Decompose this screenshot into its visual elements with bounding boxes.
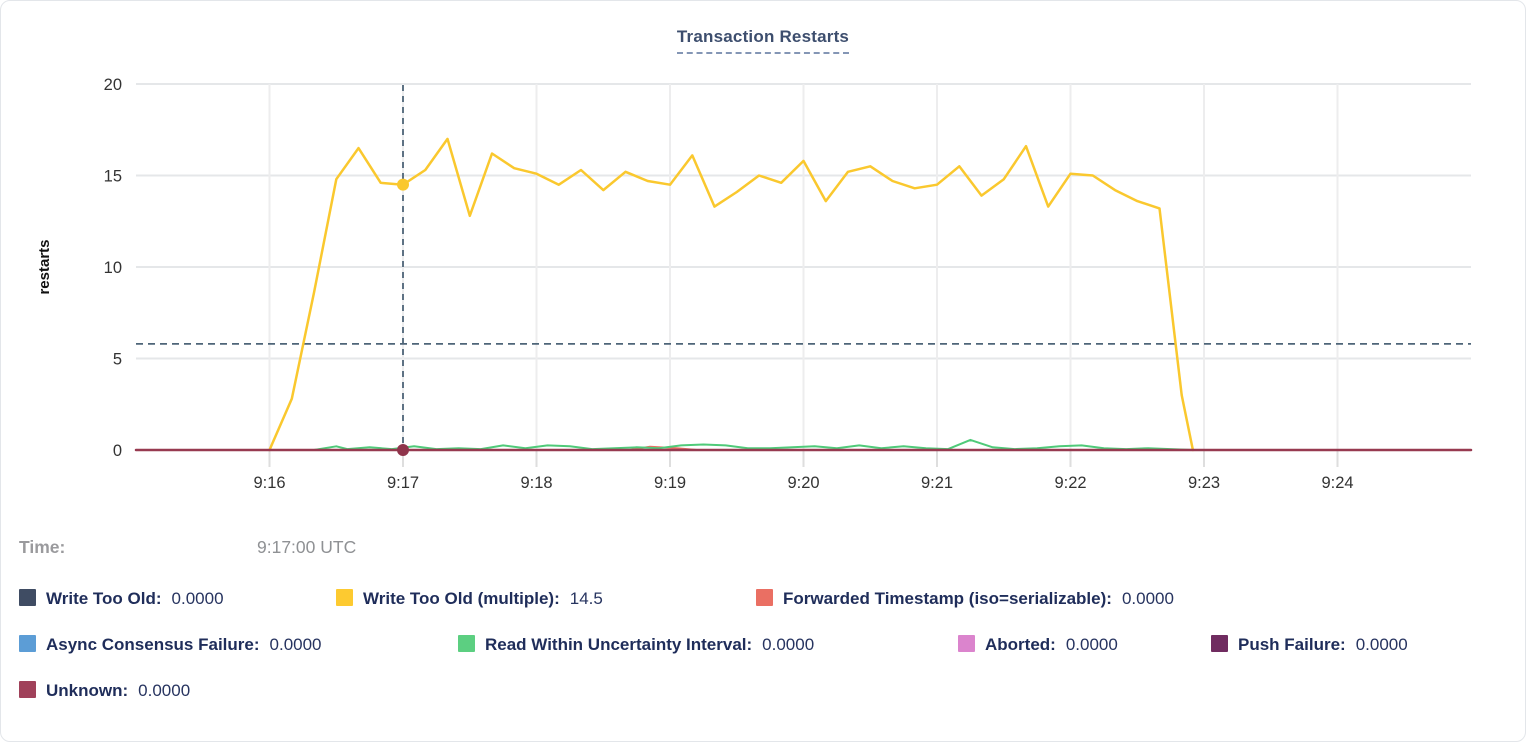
- legend-swatch: [19, 681, 36, 698]
- legend-value: 0.0000: [1355, 635, 1408, 654]
- x-tick-label: 9:24: [1321, 474, 1353, 492]
- chart-svg[interactable]: 0 5 10 15 20 9:16 9:17 9:18 9:19 9:20 9:21 9:22 9:23…: [1, 1, 1526, 526]
- y-tick-label: 15: [104, 168, 122, 186]
- y-tick-label: 20: [104, 76, 122, 94]
- legend-value: 0.0000: [762, 635, 815, 654]
- legend-swatch: [1211, 635, 1228, 652]
- y-tick-label: 0: [113, 442, 122, 460]
- legend-swatch: [19, 589, 36, 606]
- x-tick-label: 9:20: [787, 474, 819, 492]
- legend-swatch: [756, 589, 773, 606]
- tooltip-time-label: Time:: [19, 537, 66, 557]
- x-tick-label: 9:18: [520, 474, 552, 492]
- legend-value: 0.0000: [1065, 635, 1118, 654]
- legend-label: Write Too Old:: [46, 589, 162, 608]
- y-tick-label: 5: [113, 351, 122, 369]
- series-line-read-within-uncertainty-interval: [313, 438, 1194, 451]
- legend-swatch: [19, 635, 36, 652]
- legend-item-write-too-old: Write Too Old: 0.0000: [19, 589, 224, 609]
- legend-label: Read Within Uncertainty Interval:: [485, 635, 753, 654]
- chart-title[interactable]: Transaction Restarts: [676, 27, 850, 54]
- legend-item-async-consensus-failure: Async Consensus Failure: 0.0000: [19, 635, 322, 655]
- legend-label: Async Consensus Failure:: [46, 635, 260, 654]
- x-tick-label: 9:16: [253, 474, 285, 492]
- legend-label: Push Failure:: [1238, 635, 1346, 654]
- y-tick-label: 10: [104, 259, 122, 277]
- legend-value: 0.0000: [138, 681, 191, 700]
- legend-item-forwarded-timestamp-iso-serializable: Forwarded Timestamp (iso=serializable): 0…: [756, 589, 1174, 609]
- legend-swatch: [458, 635, 475, 652]
- legend-value: 0.0000: [1121, 589, 1174, 608]
- hover-marker: [397, 178, 409, 191]
- legend-value: 0.0000: [171, 589, 224, 608]
- legend-label: Write Too Old (multiple):: [363, 589, 560, 608]
- tooltip-time-row: Time: 9:17:00 UTC: [1, 537, 1525, 563]
- legend-label: Unknown:: [46, 681, 129, 700]
- tooltip-time-value: 9:17:00 UTC: [257, 537, 357, 557]
- y-axis-label: restarts: [36, 239, 53, 294]
- x-tick-label: 9:23: [1188, 474, 1220, 492]
- legend-item-write-too-old-multiple: Write Too Old (multiple): 14.5: [336, 589, 603, 609]
- legend-item-push-failure: Push Failure: 0.0000: [1211, 635, 1408, 655]
- x-tick-label: 9:21: [921, 474, 953, 492]
- legend-item-read-within-uncertainty-interval: Read Within Uncertainty Interval: 0.0000: [458, 635, 814, 655]
- series-line-write-too-old-multiple: [268, 137, 1195, 452]
- legend-value: 14.5: [569, 589, 603, 608]
- legend-label: Forwarded Timestamp (iso=serializable):: [783, 589, 1112, 608]
- legend-swatch: [958, 635, 975, 652]
- legend-label: Aborted:: [985, 635, 1056, 654]
- x-tick-label: 9:19: [654, 474, 686, 492]
- hover-marker: [397, 444, 409, 456]
- legend-item-aborted: Aborted: 0.0000: [958, 635, 1118, 655]
- x-tick-label: 9:22: [1054, 474, 1086, 492]
- chart-title-wrap: Transaction Restarts: [1, 27, 1525, 54]
- legend-swatch: [336, 589, 353, 606]
- x-tick-label: 9:17: [387, 474, 419, 492]
- legend-item-unknown: Unknown: 0.0000: [19, 681, 190, 701]
- legend-value: 0.0000: [269, 635, 322, 654]
